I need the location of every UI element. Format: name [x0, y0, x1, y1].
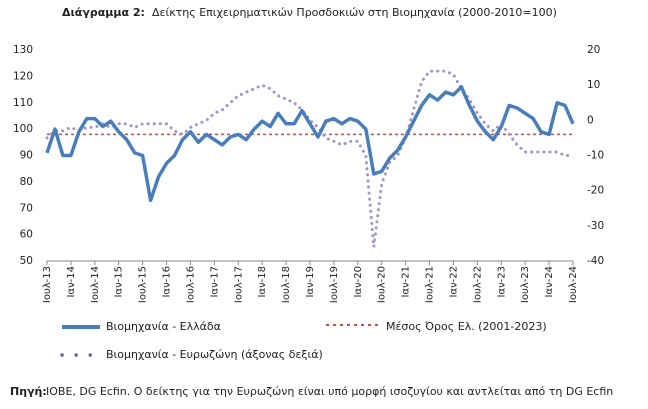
- y-tick-label: 120: [13, 70, 33, 82]
- x-tick-label: Ιουλ-14: [90, 266, 101, 303]
- series-line: [45, 69, 575, 249]
- y2-tick-label: -30: [587, 220, 604, 232]
- y-tick-label: 110: [13, 97, 33, 109]
- x-tick-label: Ιαν-14: [66, 266, 77, 297]
- x-tick-label: Ιαν-21: [401, 266, 412, 297]
- y2-tick-label: -20: [587, 185, 604, 197]
- x-tick-label: Ιαν-23: [496, 266, 507, 297]
- x-tick-label: Ιουλ-22: [472, 266, 483, 303]
- y-tick-label: 50: [20, 255, 33, 267]
- x-tick-label: Ιαν-15: [114, 266, 125, 297]
- x-tick-label: Ιουλ-13: [42, 266, 53, 303]
- title-label: Διάγραμμα 2:: [62, 6, 145, 19]
- y-tick-label: 100: [13, 123, 33, 135]
- x-tick-label: Ιαν-20: [353, 266, 364, 297]
- x-tick-label: Ιουλ-17: [233, 266, 244, 303]
- x-tick-label: Ιαν-19: [305, 266, 316, 297]
- source: ΙΟΒΕ, DG Ecfin. Ο δείκτης για την Ευρωζώ…: [46, 385, 613, 398]
- x-tick-label: Ιαν-17: [209, 266, 220, 297]
- x-tick-label: Ιουλ-20: [377, 266, 388, 303]
- y-tick-label: 90: [20, 150, 33, 162]
- x-tick-label: Ιουλ-21: [425, 266, 436, 303]
- y2-tick-label: 0: [587, 114, 594, 126]
- legend-label: Μέσος Όρος Ελ. (2001-2023): [386, 320, 547, 333]
- x-tick-label: Ιαν-22: [448, 266, 459, 297]
- chart-title: Δείκτης Επιχειρηματικών Προσδοκιών στη Β…: [152, 6, 557, 19]
- legend-label: Βιομηχανία - Ευρωζώνη (άξονας δεξιά): [106, 348, 323, 361]
- y2-tick-label: 20: [587, 44, 600, 56]
- y2-tick-label: -10: [587, 150, 604, 162]
- series-line: [45, 85, 575, 203]
- y-tick-label: 60: [20, 229, 33, 241]
- legend-label: Βιομηχανία - Ελλάδα: [106, 320, 221, 333]
- x-tick-label: Ιαν-18: [257, 266, 268, 297]
- x-tick-label: Ιουλ-24: [568, 266, 579, 303]
- x-tick-label: Ιαν-16: [162, 266, 173, 297]
- x-tick-label: Ιουλ-18: [281, 266, 292, 303]
- x-tick-label: Ιαν-24: [544, 266, 555, 297]
- y2-tick-label: 10: [587, 79, 600, 91]
- x-tick-label: Ιουλ-19: [329, 266, 340, 303]
- y-tick-label: 80: [20, 176, 33, 188]
- x-tick-label: Ιουλ-16: [185, 266, 196, 303]
- source-label: Πηγή:: [10, 385, 47, 398]
- y-tick-label: 130: [13, 44, 33, 56]
- y-tick-label: 70: [20, 202, 33, 214]
- y2-tick-label: -40: [587, 255, 604, 267]
- x-tick-label: Ιουλ-23: [520, 266, 531, 303]
- x-tick-label: Ιουλ-15: [138, 266, 149, 303]
